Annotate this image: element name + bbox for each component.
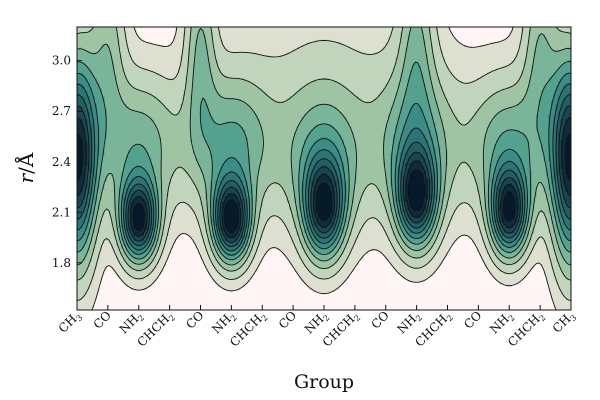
- contour-line-8: [77, 94, 571, 248]
- svg-text:r/Å: r/Å: [13, 152, 38, 183]
- contour-line-7: [77, 83, 571, 252]
- x-tick-label: CO: [369, 308, 392, 331]
- x-tick-label: CH3: [550, 308, 579, 337]
- contour-line-9: [77, 105, 571, 243]
- x-axis-label: Group: [294, 371, 354, 393]
- contour-line-5: [77, 61, 571, 261]
- contour-line-4: [77, 27, 571, 266]
- contour-line-2: [77, 27, 571, 301]
- y-axis-ticks: 1.8 2.1 2.4 2.7 3.0: [52, 54, 82, 270]
- contour-fills: [77, 27, 571, 310]
- contour-line-11: [77, 133, 571, 233]
- y-tick-label: 3.0: [52, 54, 71, 68]
- contour-band-10: [77, 116, 571, 239]
- y-axis-label-main: r: [14, 172, 38, 183]
- y-tick-label: 2.1: [52, 205, 71, 219]
- y-tick-label: 1.8: [52, 256, 71, 270]
- x-tick-label: CO: [183, 308, 206, 331]
- x-tick-label: CO: [276, 308, 299, 331]
- contour-line-10: [77, 117, 571, 239]
- y-axis-label-unit: Å: [13, 152, 38, 168]
- contour-line-6: [77, 72, 571, 256]
- x-tick-label: CO: [91, 308, 114, 331]
- y-tick-label: 2.4: [52, 155, 71, 169]
- y-tick-label: 2.7: [52, 104, 71, 118]
- x-tick-label: CH3: [56, 308, 85, 337]
- contour-line-1: [91, 27, 557, 310]
- y-axis-label: r/Å: [13, 152, 38, 183]
- x-tick-label: CO: [461, 308, 484, 331]
- contour-line-3: [77, 27, 571, 281]
